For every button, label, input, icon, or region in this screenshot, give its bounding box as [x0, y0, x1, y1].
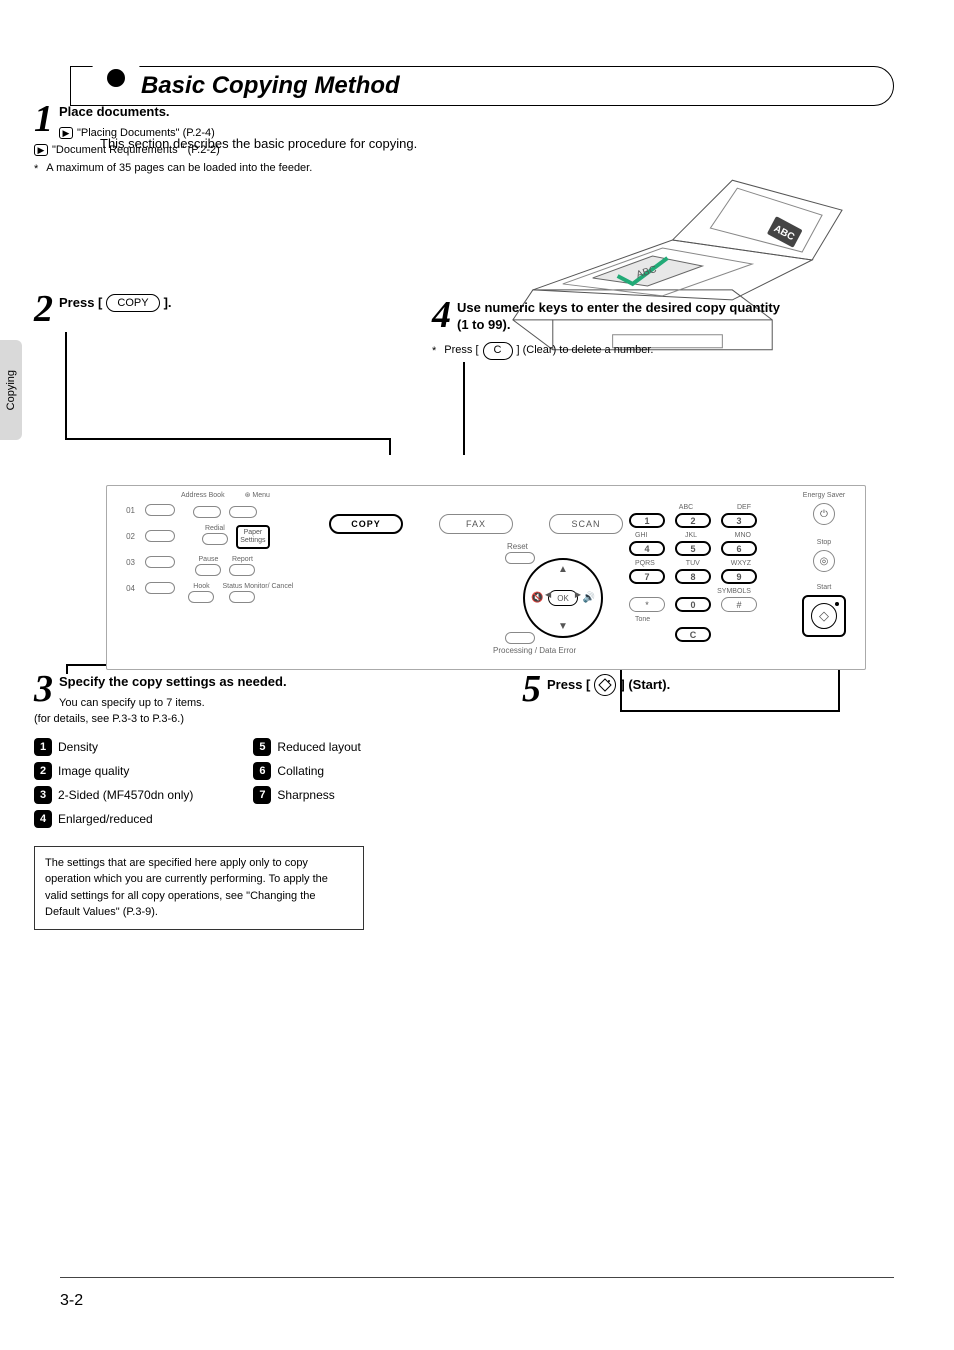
step-3: 3 Specify the copy settings as needed. Y… — [34, 670, 434, 930]
onetouch-01[interactable] — [145, 504, 175, 516]
key-4[interactable]: 4 — [629, 541, 665, 556]
settings-list: 1Density 2Image quality 32-Sided (MF4570… — [34, 738, 434, 828]
step-5-number: 5 — [522, 670, 541, 708]
status-monitor-key[interactable] — [229, 591, 255, 603]
step-1-head: Place documents. — [34, 104, 404, 121]
setting-2: 2Image quality — [34, 762, 193, 780]
key-6[interactable]: 6 — [721, 541, 757, 556]
redial-key[interactable] — [202, 533, 228, 545]
start-key[interactable]: ◇ — [802, 595, 846, 637]
step-1-ref-2: ▶ "Document Requirements " (P.2-2) — [34, 142, 404, 160]
title-bullet — [90, 52, 142, 104]
key-0[interactable]: 0 — [675, 597, 711, 612]
setting-3: 32-Sided (MF4570dn only) — [34, 786, 193, 804]
key-hash[interactable]: # — [721, 597, 757, 612]
footer-rule — [60, 1277, 894, 1278]
right-column: Energy Saver ⏻ Stop ◎ Start ◇ — [793, 492, 855, 637]
step-4-head: Use numeric keys to enter the desired co… — [432, 300, 792, 334]
title-text: Basic Copying Method — [141, 72, 400, 100]
key-7[interactable]: 7 — [629, 569, 665, 584]
numpad: ABCDEF 1 2 3 GHIJKLMNO 4 5 6 PQRSTUVWXYZ — [629, 504, 757, 642]
step-4-number: 4 — [432, 296, 451, 334]
back-key[interactable] — [505, 632, 535, 644]
menu-key[interactable] — [229, 506, 257, 518]
mode-row: COPY FAX SCAN — [329, 514, 623, 534]
step-2: 2 Press [ COPY ]. — [34, 290, 172, 328]
step-3-info-box: The settings that are specified here app… — [34, 846, 364, 930]
step-3-head: Specify the copy settings as needed. — [34, 674, 434, 691]
onetouch-03[interactable] — [145, 556, 175, 568]
nav-ring[interactable]: ▲ ▼ 🔇 🔊 ◀ ▶ OK — [523, 558, 603, 638]
reset-label: Reset — [507, 542, 528, 551]
paper-settings-key[interactable]: Paper Settings — [236, 525, 270, 549]
leader-5-h — [620, 710, 840, 712]
energy-saver-key[interactable]: ⏻ — [813, 503, 835, 525]
copy-key-inline: COPY — [106, 294, 159, 312]
key-2[interactable]: 2 — [675, 513, 711, 528]
leader-2-h — [65, 438, 391, 440]
clear-key-inline: C — [483, 342, 513, 360]
step-2-head: Press [ COPY ]. — [59, 294, 172, 312]
step-1: 1 Place documents. ▶ "Placing Documents"… — [34, 100, 404, 179]
copy-mode-key[interactable]: COPY — [329, 514, 403, 534]
step-1-ref-1: ▶ "Placing Documents" (P.2-4) — [59, 125, 404, 143]
fax-mode-key[interactable]: FAX — [439, 514, 513, 534]
key-9[interactable]: 9 — [721, 569, 757, 584]
step-1-note: A maximum of 35 pages can be loaded into… — [34, 160, 404, 179]
key-8[interactable]: 8 — [675, 569, 711, 584]
step-3-number: 3 — [34, 670, 53, 708]
control-panel: 01 02 03 04 Address Book ⊛ Menu Redial — [106, 455, 866, 670]
leader-2-v — [65, 332, 67, 440]
key-5[interactable]: 5 — [675, 541, 711, 556]
onetouch-04[interactable] — [145, 582, 175, 594]
secondary-column: Address Book ⊛ Menu Redial Paper Setting… — [181, 492, 270, 603]
report-key[interactable] — [229, 564, 255, 576]
step-1-ref-1-text: "Placing Documents" (P.2-4) — [77, 125, 215, 143]
address-book-key[interactable] — [193, 506, 221, 518]
setting-6: 6Collating — [253, 762, 360, 780]
key-star[interactable]: * — [629, 597, 665, 612]
start-key-inline — [594, 674, 616, 696]
ok-key[interactable]: OK — [548, 590, 578, 606]
nav-left-icon[interactable]: 🔇 — [531, 593, 543, 604]
key-1[interactable]: 1 — [629, 513, 665, 528]
scan-mode-key[interactable]: SCAN — [549, 514, 623, 534]
step-4-note: Press [ C ] (Clear) to delete a number. — [432, 342, 792, 361]
play-icon: ▶ — [59, 127, 73, 139]
nav-down-icon[interactable]: ▼ — [558, 621, 568, 632]
page-number: 3-2 — [60, 1292, 83, 1310]
start-icon: ◇ — [811, 603, 837, 629]
step-1-ref-2-text: "Document Requirements " (P.2-2) — [52, 142, 220, 160]
play-icon: ▶ — [34, 144, 48, 156]
key-3[interactable]: 3 — [721, 513, 757, 528]
onetouch-02[interactable] — [145, 530, 175, 542]
step-2-number: 2 — [34, 290, 53, 328]
reset-key[interactable] — [505, 552, 535, 564]
pause-key[interactable] — [195, 564, 221, 576]
setting-4: 4Enlarged/reduced — [34, 810, 193, 828]
setting-1: 1Density — [34, 738, 193, 756]
setting-5: 5Reduced layout — [253, 738, 360, 756]
step-4: 4 Use numeric keys to enter the desired … — [432, 296, 792, 360]
step-3-sub2: (for details, see P.3-3 to P.3-6.) — [34, 711, 434, 728]
step-1-number: 1 — [34, 100, 53, 138]
setting-7: 7Sharpness — [253, 786, 360, 804]
step-5-head: Press [ ] (Start). — [547, 674, 670, 696]
clear-key[interactable]: C — [675, 627, 711, 642]
stop-key[interactable]: ◎ — [813, 550, 835, 572]
processing-label: Processing / Data Error — [493, 646, 576, 655]
nav-up-icon[interactable]: ▲ — [558, 564, 568, 575]
step-3-sub1: You can specify up to 7 items. — [34, 695, 434, 712]
onetouch-column: 01 02 03 04 — [121, 504, 175, 594]
hook-key[interactable] — [188, 591, 214, 603]
nav-right-icon[interactable]: 🔊 — [583, 593, 595, 604]
step-5: 5 Press [ ] (Start). — [522, 670, 670, 708]
